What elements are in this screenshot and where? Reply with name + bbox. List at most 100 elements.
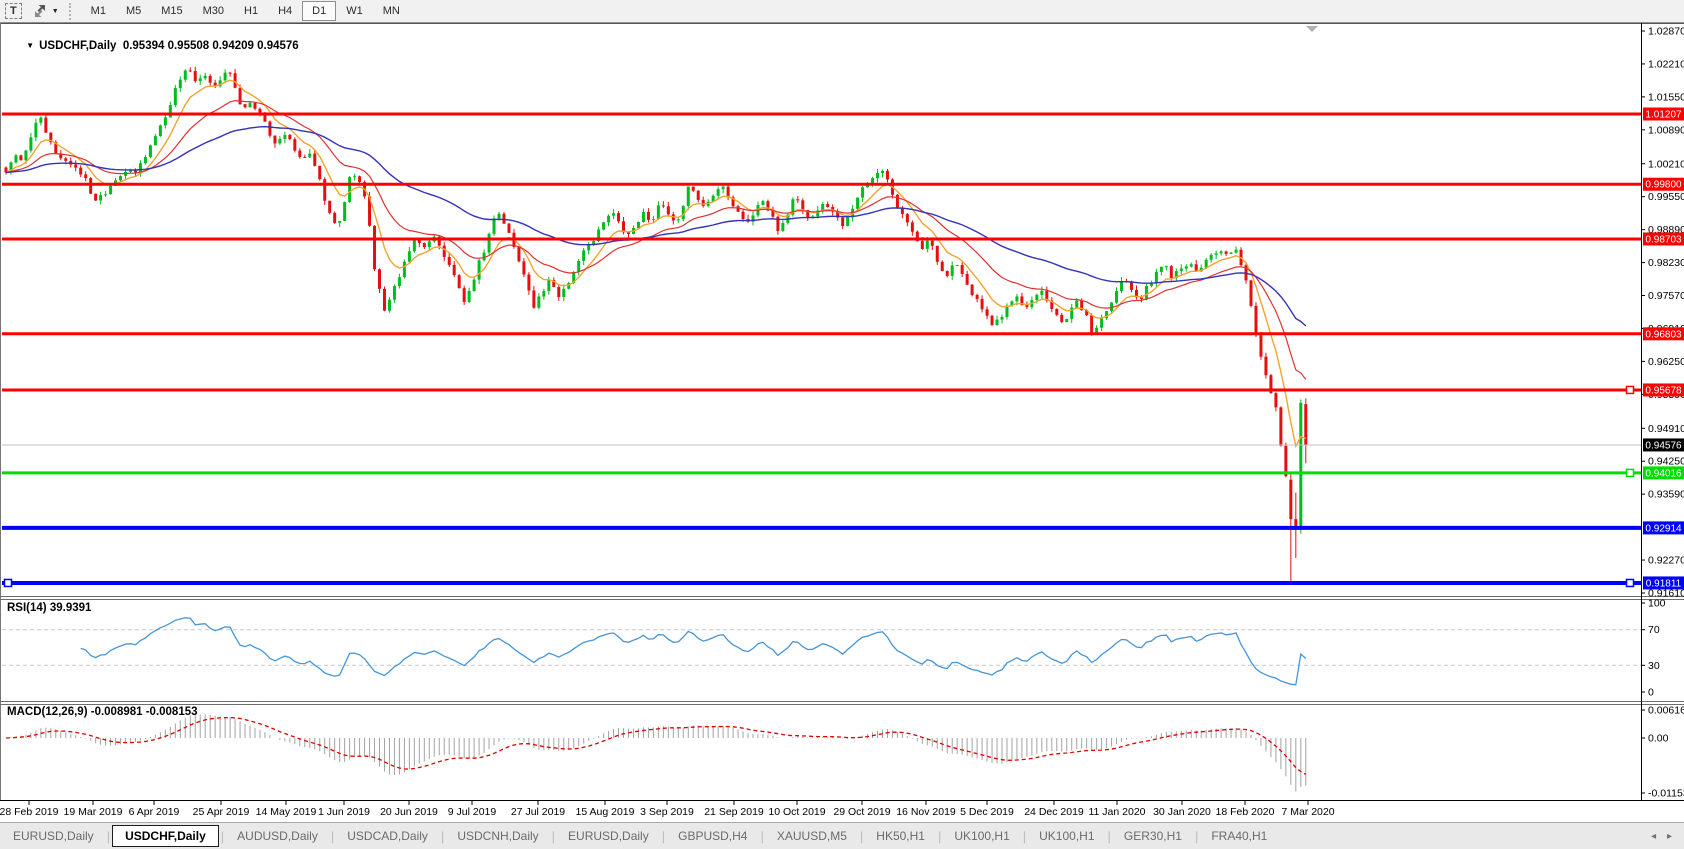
date-label: 10 Oct 2019 [768,806,825,818]
tab-audusd-daily[interactable]: AUDUSD,Daily [237,829,318,843]
candle-body [965,273,969,285]
candle-body [592,241,596,245]
hline-handle-right-0.95678[interactable] [1625,385,1635,395]
arrows-tool-button[interactable]: ▼ [29,2,62,21]
candle-body [243,104,247,108]
tab-separator: | [859,828,864,844]
candle-body [472,279,476,291]
candle-body [333,212,337,223]
timeframe-button-mn[interactable]: MN [382,5,400,17]
price-badge-1.01207[interactable] [1643,107,1684,121]
hline-handle-right-0.94016[interactable] [1625,468,1635,478]
date-label: 30 Jan 2020 [1153,806,1211,818]
candle-body [806,210,810,218]
candle-body [1055,308,1059,315]
tab-usdchf-daily-active[interactable]: USDCHF,Daily [112,825,219,847]
timeframe-button-m30[interactable]: M30 [202,5,225,17]
chart-canvas[interactable]: 1.02870 1.02210 1.01550 1.00890 1.00210 0.995… [0,23,1684,822]
price-badge-0.99800-label: 0.99800 [1645,180,1682,191]
tab-ger30-h1[interactable]: GER30,H1 [1123,829,1182,843]
candle-body [587,244,591,251]
candle-body [253,102,257,109]
macd-name: MACD(12,26,9) [7,706,88,718]
price-badge-0.95678[interactable] [1643,383,1684,397]
tab-scroll-left-icon[interactable]: ◂ [1651,830,1657,842]
candle-body [741,211,745,220]
candle-body [54,142,58,154]
candle-body [143,156,147,164]
chart-shift-marker-icon[interactable] [1306,26,1318,32]
candle-body [467,290,471,302]
tab-usdcad-daily[interactable]: USDCAD,Daily [347,829,428,843]
price-badge-0.99800[interactable] [1643,177,1684,191]
candle-body [278,138,282,144]
tab-uk100-h1[interactable]: UK100,H1 [954,829,1010,843]
candle-body [766,201,770,211]
candle-body [178,79,182,89]
candle-body [1274,393,1278,408]
candle-body [607,215,611,223]
candle-body [761,201,765,206]
candle-body [646,212,650,220]
tab-usdcnh-daily[interactable]: USDCNH,Daily [457,829,539,843]
candle-body [960,265,964,274]
price-badge-0.91811[interactable] [1643,576,1684,590]
candle-body [975,295,979,299]
timeframe-button-m5[interactable]: M5 [125,5,142,17]
text-tool-icon: T [5,3,22,19]
candle-body [656,205,660,219]
rsi-tick-label: 70 [1648,624,1660,636]
candle-body [258,108,262,113]
price-tick-label: 0.98230 [1648,257,1684,269]
price-badge-0.98703[interactable] [1643,232,1684,246]
candle-body [522,261,526,275]
candle-body [1090,315,1094,333]
candle-body [895,194,899,208]
timeframe-button-w1[interactable]: W1 [346,5,363,17]
candle-body [726,186,730,198]
top-toolbar: T ▼ M1 M5 M15 M30 H1 H4 D1 W1 MN [0,0,1684,23]
macd-tick-label: 0.00 [1648,733,1669,745]
tab-fra40-h1[interactable]: FRA40,H1 [1211,829,1268,843]
price-badge-1.01207-label: 1.01207 [1645,110,1682,121]
collapse-triangle-icon[interactable]: ▼ [26,41,35,50]
candle-body [318,165,322,180]
tab-separator: | [330,828,335,844]
date-label: 3 Sep 2019 [640,806,694,818]
tab-eurusd-daily[interactable]: EURUSD,Daily [13,829,94,843]
price-badge-0.92914[interactable] [1643,521,1684,535]
tab-xauusd-m5[interactable]: XAUUSD,M5 [776,829,847,843]
tab-eurusd-daily[interactable]: EURUSD,Daily [568,829,649,843]
timeframe-button-d1[interactable]: D1 [302,1,337,21]
price-badge-0.94016[interactable] [1643,466,1684,480]
candle-body [29,137,33,151]
candle-body [39,117,43,123]
candle-body [836,211,840,218]
chart-tab-bar: EURUSD,Daily | USDCHF,Daily | AUDUSD,Daily | U… [0,822,1684,849]
hline-handle-left-0.91811[interactable] [3,578,13,588]
candle-body [577,260,581,272]
timeframe-button-h1[interactable]: H1 [244,5,259,17]
tab-hk50-h1[interactable]: HK50,H1 [876,829,925,843]
tab-scroll-arrows: ◂ ▸ [1643,831,1672,842]
candle-body [995,319,999,325]
timeframe-button-m15[interactable]: M15 [161,5,183,17]
dropdown-caret-icon: ▼ [51,7,59,15]
text-tool-button[interactable]: T [2,2,25,21]
candle-body [1065,318,1069,322]
timeframe-button-h4[interactable]: H4 [278,5,293,17]
price-badge-0.96803[interactable] [1643,327,1684,341]
candle-body [492,218,496,234]
macd-tick-label: -0.011531 [1648,788,1684,800]
tab-scroll-right-icon[interactable]: ▸ [1666,830,1672,842]
candle-body [233,73,237,88]
candle-body [527,274,531,291]
candle-body [133,170,137,173]
candle-body [602,222,606,230]
candle-body [1164,266,1168,268]
hline-handle-right-0.91811[interactable] [1625,578,1635,588]
tab-uk100-h1[interactable]: UK100,H1 [1039,829,1095,843]
timeframe-button-m1[interactable]: M1 [90,5,106,17]
tab-gbpusd-h4[interactable]: GBPUSD,H4 [678,829,748,843]
timeframe-buttons: M1 M5 M15 M30 H1 H4 D1 W1 MN [81,1,410,21]
